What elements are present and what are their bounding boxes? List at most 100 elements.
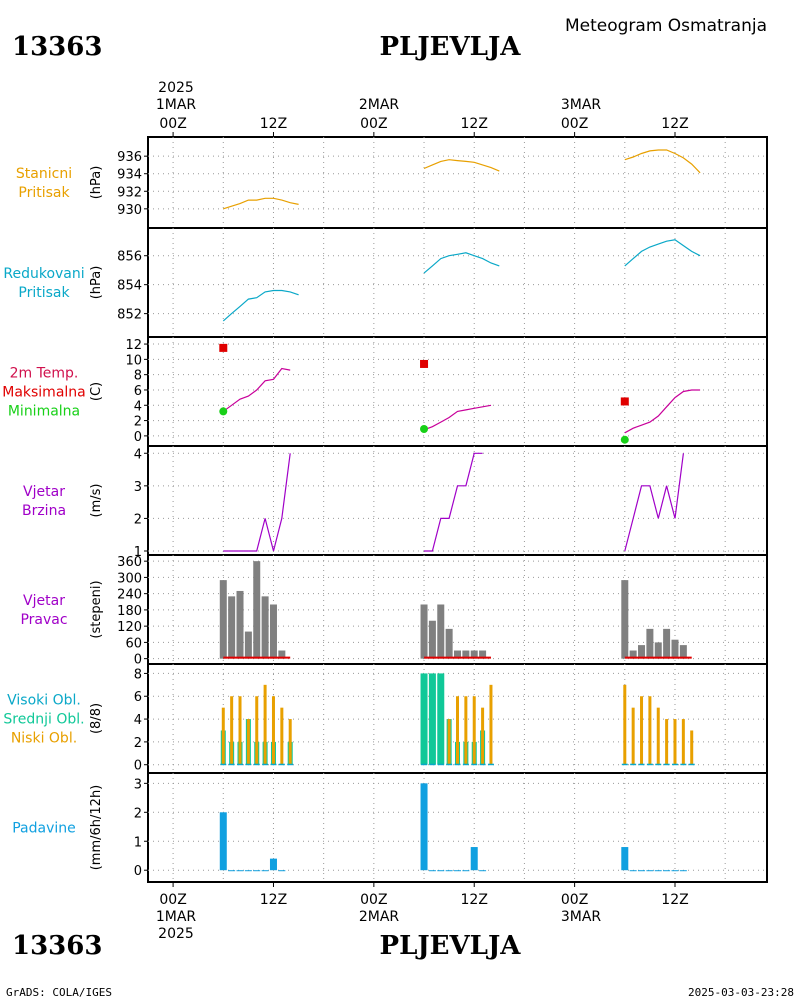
high-cloud-bar [220,763,227,766]
bar [278,650,286,659]
panel-label: Pritisak [18,285,70,301]
y-tick-label: 120 [117,620,142,635]
bar [654,870,662,872]
y-tick-label: 240 [117,588,142,603]
time-tick-label-top: 12Z [661,116,688,132]
year-label-top: 2025 [158,80,194,96]
high-cloud-bar [471,763,478,766]
high-cloud-bar [479,763,486,766]
bar [445,870,453,872]
panel-label: Minimalna [8,404,80,420]
station-name-bottom: PLJEVLJA [380,931,522,961]
panel-label: Visoki Obl. [7,693,81,709]
y-tick-label: 2 [134,415,142,430]
bar [278,870,286,872]
panel-precipitation: 0 1 2 3 (mm/6h/12h) Padavine [12,772,768,883]
panel-label: Redukovani [3,266,84,282]
bar [269,604,277,659]
y-axis-label: (m/s) [89,484,104,518]
series-line [624,453,684,552]
time-tick-label-bottom: 12Z [260,892,287,908]
bar [253,561,261,659]
bar [261,870,269,872]
high-cloud-bar [237,763,244,766]
panel-frame [147,136,768,229]
bar [638,870,646,872]
bar [629,870,637,872]
panel-label: Vjetar [23,484,65,500]
time-tick-label-top: 12Z [461,116,488,132]
y-tick-label: 852 [117,308,142,323]
low-cloud-bar [656,707,660,765]
y-tick-label: 360 [117,555,142,570]
bar [462,870,470,872]
bar [663,628,671,659]
bar [470,847,478,871]
high-cloud-bar [638,763,645,766]
bar [621,847,629,871]
high-cloud-bar [278,763,285,766]
panel-label: Niski Obl. [11,731,77,747]
time-tick-label-top: 00Z [561,116,588,132]
low-cloud-bar [665,719,669,765]
low-cloud-bar [681,719,685,765]
time-tick-label-bottom: 00Z [561,892,588,908]
high-cloud-bar [621,763,628,766]
bar [671,639,679,659]
panel-label: Padavine [12,821,76,837]
series-line [223,453,291,552]
y-tick-label: 0 [134,653,142,668]
y-tick-label: 8 [134,369,142,384]
max-temp-marker [420,359,429,368]
y-tick-label: 0 [134,430,142,445]
high-cloud-bar [655,763,662,766]
low-cloud-bar [640,696,644,765]
high-cloud-bar [437,763,444,766]
high-cloud-bar [688,763,695,766]
bar [621,580,629,659]
bar [420,783,428,871]
series-line [222,367,291,412]
low-cloud-bar [255,696,259,765]
high-cloud-bar [454,763,461,766]
bar [261,596,269,659]
high-cloud-bar [287,763,294,766]
series-line [624,389,701,434]
low-cloud-bar [464,696,468,765]
day-label-bottom-1: 1MAR [156,909,197,925]
y-tick-label: 854 [117,279,142,294]
bar [646,628,654,659]
station-name-top: PLJEVLJA [380,32,522,62]
high-cloud-bar [429,763,436,766]
panel-label: Srednji Obl. [3,712,84,728]
y-tick-label: 4 [134,713,142,728]
time-tick-label-bottom: 00Z [360,892,387,908]
day-label-top-1: 1MAR [156,97,197,113]
mid-cloud-bar [428,673,436,765]
time-tick-label-top: 00Z [360,116,387,132]
bar [219,812,227,871]
panel-frame [147,445,768,556]
panel-label: Brzina [22,503,66,519]
bar [428,870,436,872]
y-axis-label: (stepeni) [89,580,104,638]
series-line [424,452,483,552]
panel-station_pressure: 930 932 934 936 (hPa) Stanicni Pritisak [16,136,768,229]
mid-cloud-bar [437,673,445,765]
series-line [222,289,299,322]
y-tick-label: 3 [134,480,142,495]
series-line [624,239,701,267]
low-cloud-bar [648,696,652,765]
time-tick-label-top: 12Z [260,116,287,132]
high-cloud-bar [680,763,687,766]
panel-label: Maksimalna [2,385,86,401]
bar [479,650,487,659]
y-axis-label: (mm/6h/12h) [89,785,104,871]
y-tick-label: 12 [125,338,142,353]
y-tick-label: 934 [117,168,142,183]
bar [244,631,252,659]
panel-wind_speed: 1 2 3 4 (m/s) Vjetar Brzina [22,445,768,560]
y-tick-label: 930 [117,203,142,218]
year-label-bottom: 2025 [158,926,194,942]
